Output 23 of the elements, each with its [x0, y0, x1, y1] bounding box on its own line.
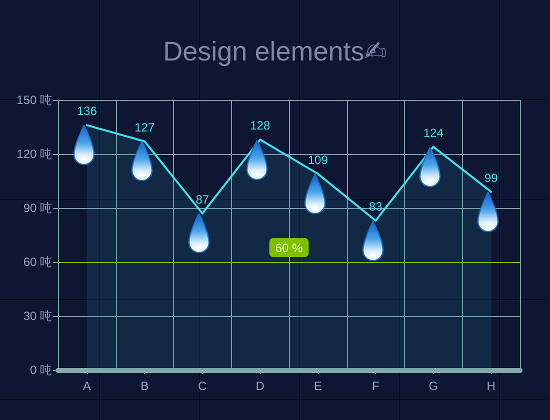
data-label: 87	[196, 192, 210, 206]
data-label: 128	[250, 118, 270, 133]
y-tick-label: 60 吨	[23, 255, 52, 269]
data-label: 99	[484, 170, 498, 185]
chart-title: Design elements✍	[163, 36, 387, 66]
y-tick-label: 90 吨	[23, 201, 52, 215]
y-tick-label: 150 吨	[16, 93, 52, 107]
y-tick-label: 0 吨	[30, 363, 52, 377]
x-tick-label: D	[256, 379, 265, 393]
x-tick-label: E	[314, 379, 322, 393]
data-label: 124	[423, 126, 444, 140]
y-tick-label: 120 吨	[16, 147, 52, 161]
x-tick-label: A	[82, 379, 91, 393]
ref-line-label: 60 %	[275, 241, 303, 255]
x-tick-label: H	[486, 379, 496, 393]
data-label: 136	[76, 104, 98, 118]
data-label: 109	[308, 152, 328, 167]
data-label: 127	[134, 120, 155, 134]
y-tick-label: 30 吨	[23, 309, 52, 323]
x-tick-label: G	[428, 379, 438, 393]
x-tick-label: B	[140, 379, 149, 393]
x-tick-label: C	[198, 379, 208, 393]
x-tick-label: F	[372, 379, 380, 393]
